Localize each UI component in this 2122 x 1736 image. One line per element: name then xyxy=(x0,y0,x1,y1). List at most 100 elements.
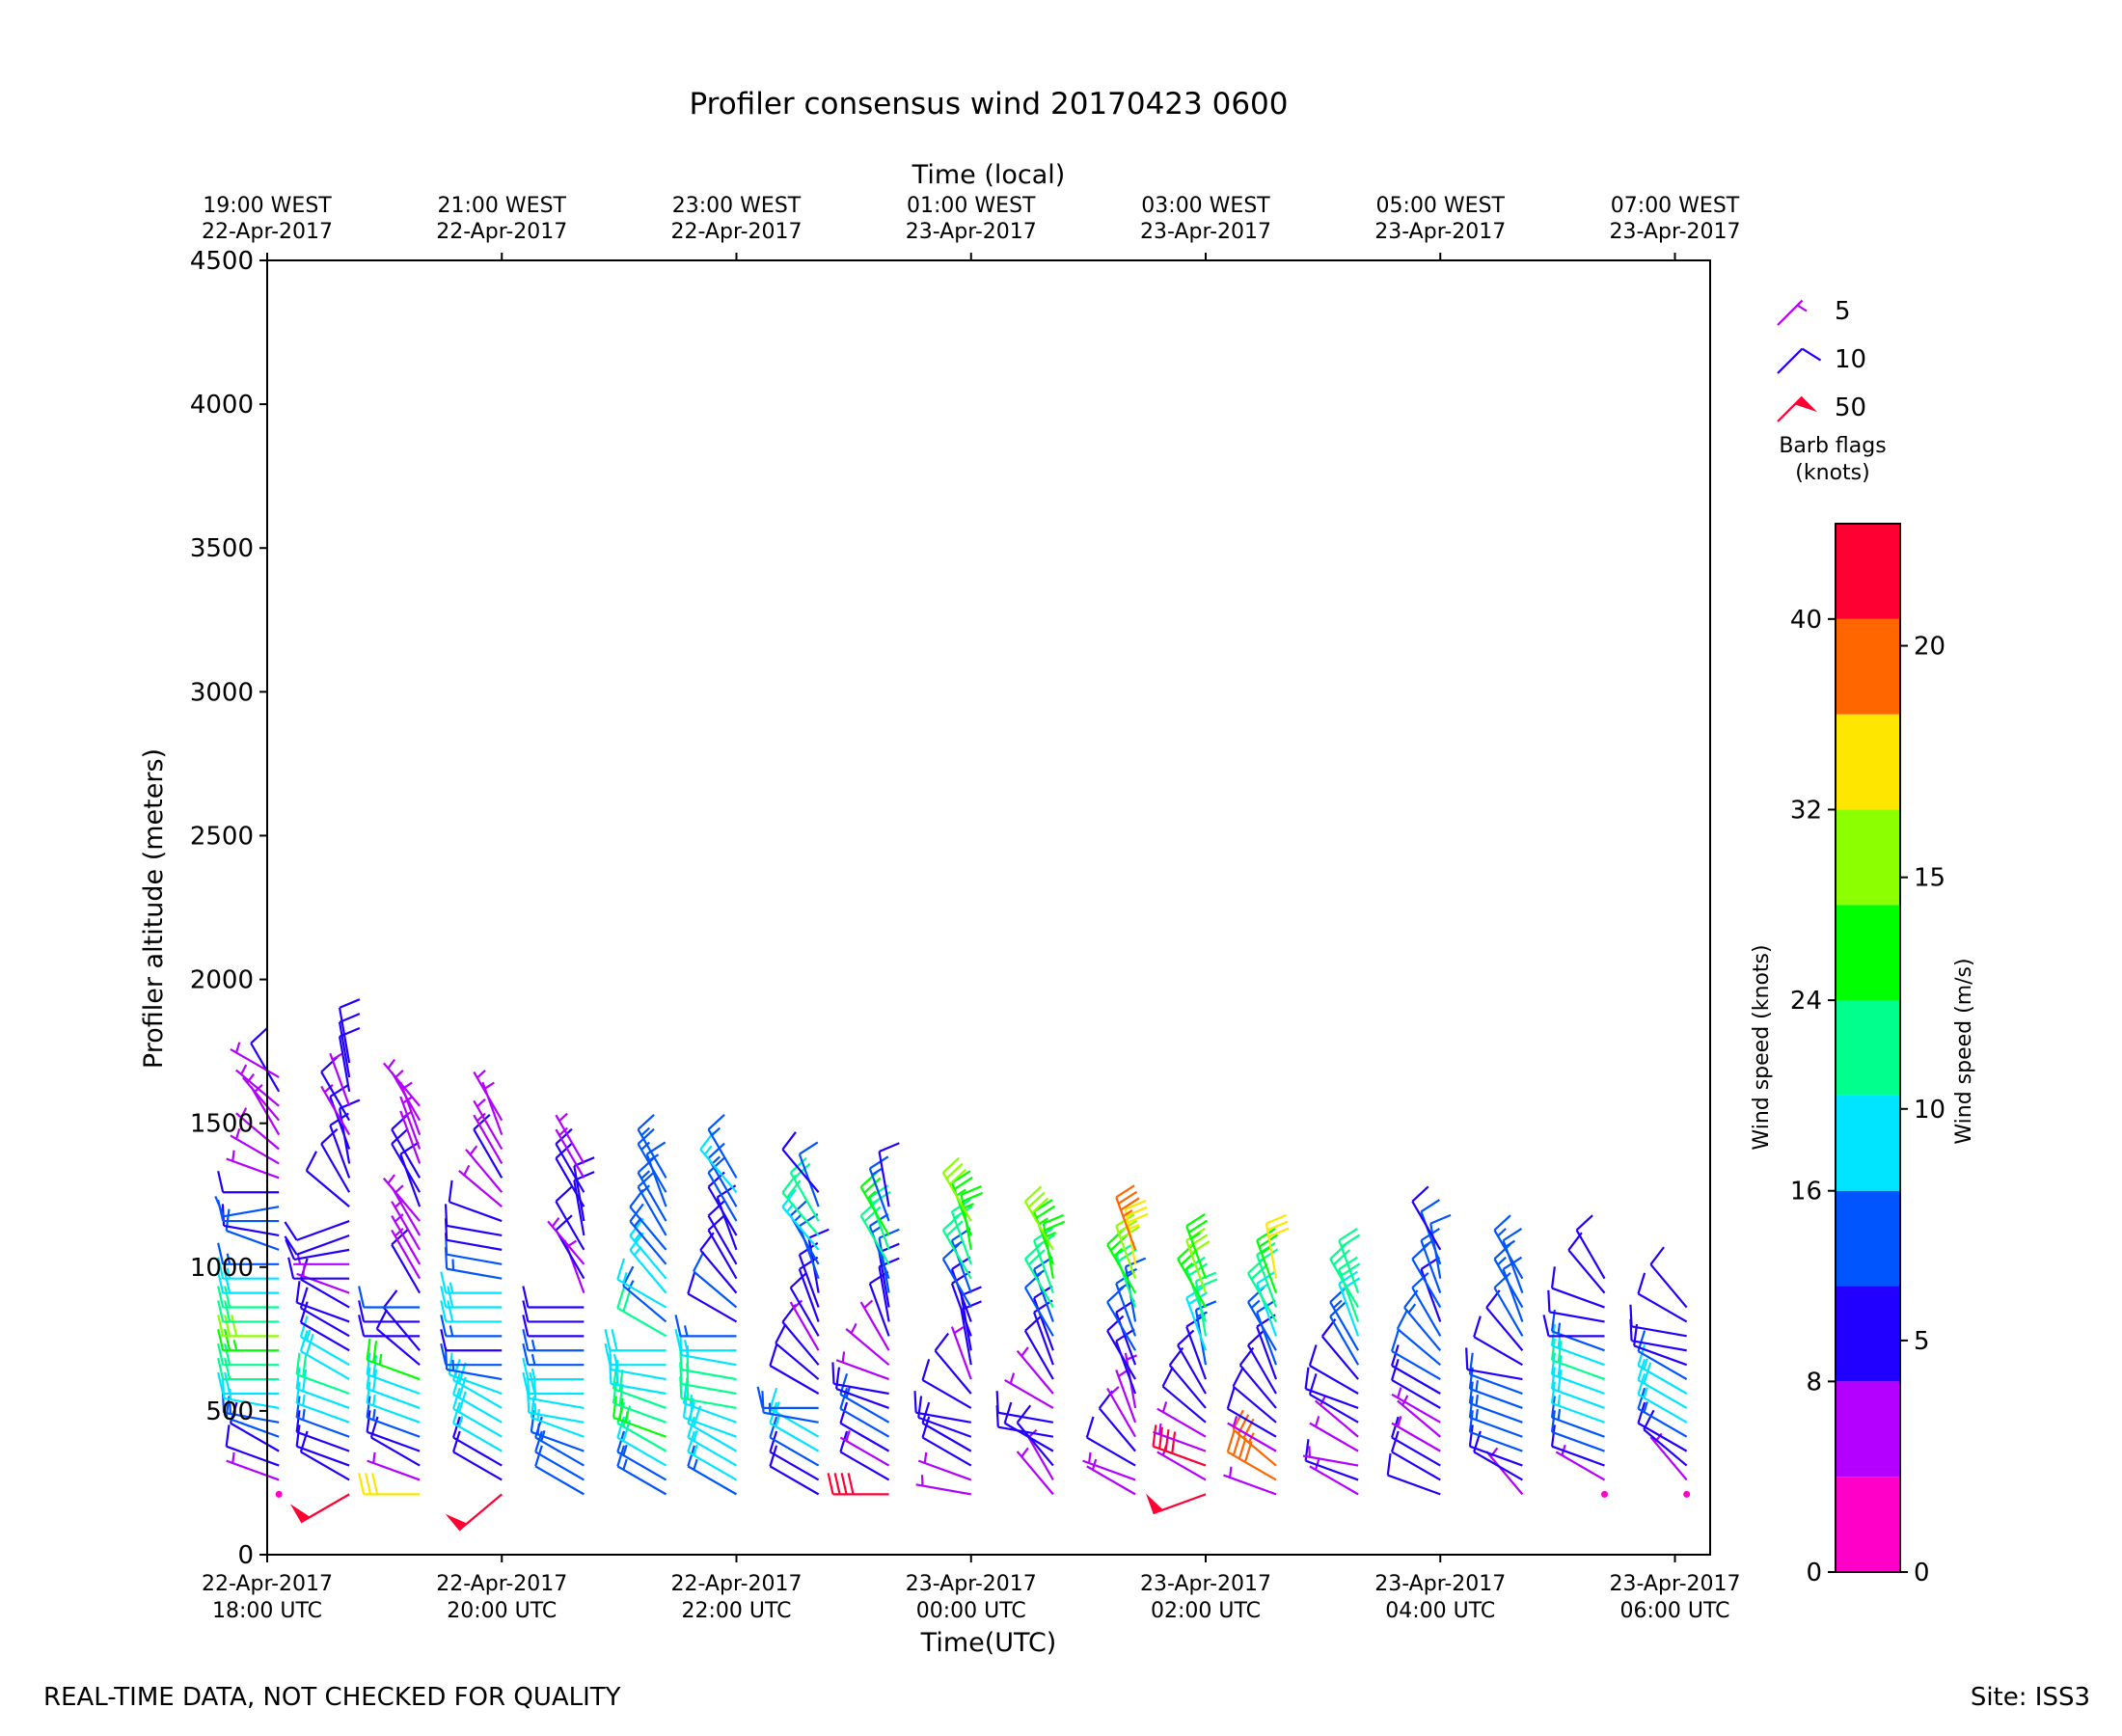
wind-barb xyxy=(444,1204,503,1237)
wind-barb xyxy=(358,1300,421,1323)
wind-barb xyxy=(465,1145,503,1193)
wind-barb xyxy=(522,1300,585,1323)
wind-barb xyxy=(707,1142,738,1207)
wind-barb xyxy=(217,1329,280,1352)
wind-barb xyxy=(769,1401,820,1452)
colorbar-tick-label-knots: 40 xyxy=(1790,606,1822,635)
wind-barb xyxy=(1082,1451,1136,1481)
colorbar-segment xyxy=(1836,1095,1900,1191)
wind-barb xyxy=(382,1174,421,1222)
wind-barb xyxy=(217,1371,280,1396)
colorbar-tick-label-knots: 32 xyxy=(1790,796,1822,825)
x-tick-bottom-time: 18:00 UTC xyxy=(212,1599,322,1623)
wind-barb xyxy=(305,1151,350,1207)
wind-barb xyxy=(522,1286,585,1309)
wind-barb xyxy=(391,1213,422,1265)
wind-barb xyxy=(682,1396,737,1438)
wind-barb xyxy=(1115,1184,1140,1251)
wind-barb xyxy=(1550,1352,1605,1396)
colorbar-tick-label-knots: 24 xyxy=(1790,987,1822,1016)
wind-barb xyxy=(687,1430,738,1481)
wind-barb xyxy=(1390,1359,1441,1409)
wind-barb xyxy=(1637,1372,1688,1424)
wind-barb xyxy=(299,1258,350,1309)
wind-barb xyxy=(1003,1401,1054,1452)
colorbar-segments xyxy=(1836,524,1900,1572)
y-tick-label: 2000 xyxy=(190,966,254,995)
x-axis-bottom: 22-Apr-2017 18:00 UTC 22-Apr-2017 20:00 UTC… xyxy=(202,1555,1741,1623)
colorbar-segment xyxy=(1836,714,1900,810)
wind-barb xyxy=(674,1315,737,1338)
barb-legend: 5 10 50 Barb flags (knots) xyxy=(1777,297,1887,485)
x-tick-top-time: 07:00 WEST xyxy=(1611,194,1740,218)
x-tick-top-date: 23-Apr-2017 xyxy=(1609,220,1740,244)
wind-barb xyxy=(275,1490,283,1498)
wind-barb xyxy=(287,1257,350,1280)
wind-barb xyxy=(1473,1430,1523,1481)
wind-barb xyxy=(1637,1272,1688,1323)
x-tick-top-time: 01:00 WEST xyxy=(907,194,1036,218)
wind-barb xyxy=(1468,1424,1523,1467)
wind-barb xyxy=(1493,1271,1524,1337)
wind-barb xyxy=(707,1113,738,1179)
wind-barb xyxy=(1637,1401,1688,1452)
y-tick-label: 3000 xyxy=(190,678,254,707)
wind-barb xyxy=(1390,1330,1441,1381)
wind-barb xyxy=(835,1351,889,1381)
wind-barb xyxy=(547,1217,585,1265)
x-tick-top-time: 23:00 WEST xyxy=(672,194,802,218)
wind-barb xyxy=(1567,1232,1606,1294)
wind-barb xyxy=(217,1300,280,1323)
colorbar-ticks-knots: 0 8 16 24 32 40 xyxy=(1790,606,1836,1587)
wind-barb xyxy=(1247,1329,1277,1395)
wind-barb xyxy=(1145,1493,1207,1515)
wind-barb xyxy=(1390,1430,1441,1481)
wind-barb xyxy=(687,1445,738,1496)
wind-barb xyxy=(1629,1304,1687,1338)
wind-barb xyxy=(299,1430,350,1481)
wind-barb xyxy=(1411,1185,1442,1251)
wind-barb xyxy=(612,1396,667,1438)
wind-barb xyxy=(917,1396,972,1438)
wind-barb xyxy=(835,1367,889,1409)
wind-barb xyxy=(921,1401,972,1452)
colorbar-tick-label-ms: 10 xyxy=(1914,1096,1945,1125)
wind-barb xyxy=(391,1228,422,1280)
wind-barb xyxy=(1411,1271,1442,1337)
wind-barb xyxy=(473,1113,503,1179)
wind-barb xyxy=(1391,1416,1441,1452)
wind-barb xyxy=(1390,1416,1441,1467)
wind-barb xyxy=(1329,1300,1360,1366)
wind-barb xyxy=(1468,1381,1523,1424)
wind-barb xyxy=(1161,1366,1207,1424)
colorbar-segment xyxy=(1836,905,1900,1001)
wind-barb xyxy=(756,1386,819,1410)
wind-barb xyxy=(1153,1423,1207,1452)
wind-barb xyxy=(604,1329,667,1352)
wind-barb xyxy=(950,1326,972,1380)
wind-barb xyxy=(917,1451,972,1481)
wind-barb xyxy=(941,1156,972,1222)
wind-barb xyxy=(1550,1323,1605,1367)
wind-barb xyxy=(1550,1396,1605,1438)
wind-barb xyxy=(284,1220,350,1241)
wind-barb xyxy=(217,1271,280,1294)
wind-barb xyxy=(769,1344,820,1395)
quality-disclaimer: REAL-TIME DATA, NOT CHECKED FOR QUALITY xyxy=(43,1683,621,1712)
wind-barb xyxy=(1232,1366,1277,1424)
wind-barb xyxy=(473,1070,503,1122)
legend-title-line2: (knots) xyxy=(1795,461,1869,485)
wind-barb xyxy=(451,1430,503,1481)
wind-barb xyxy=(338,998,361,1064)
wind-barb xyxy=(798,1256,820,1322)
wind-barb xyxy=(555,1126,585,1179)
y-tick-label: 0 xyxy=(237,1541,254,1570)
wind-barb xyxy=(637,1171,667,1236)
wind-barb xyxy=(845,1322,890,1367)
wind-barb xyxy=(1542,1315,1605,1338)
wind-barb xyxy=(1308,1344,1359,1395)
wind-barb xyxy=(295,1367,350,1409)
bottom-axis-label: Time(UTC) xyxy=(920,1628,1057,1658)
wind-barb xyxy=(1185,1213,1209,1280)
wind-barb xyxy=(225,1424,280,1467)
